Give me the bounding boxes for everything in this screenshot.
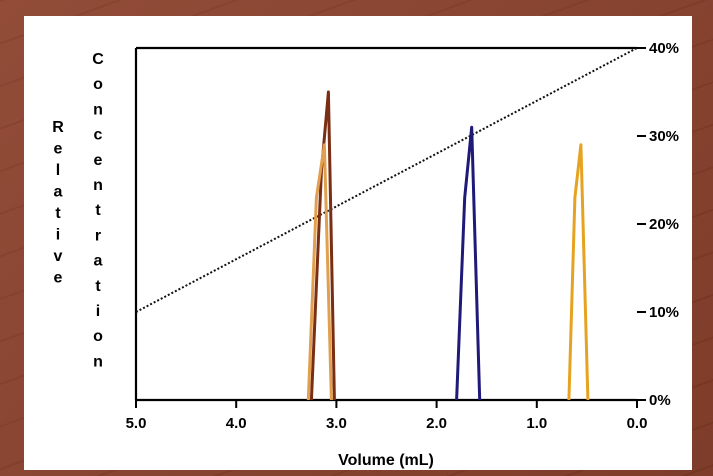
relative-letter: t: [55, 205, 61, 222]
relative-letter: v: [54, 248, 63, 265]
concentration-letter: o: [93, 76, 103, 93]
concentration-letter: n: [93, 101, 103, 118]
peak-series-3: [455, 125, 482, 401]
x-tick-label: 4.0: [226, 415, 247, 432]
peak-series-1: [309, 90, 336, 401]
y-tick-label: 0%: [649, 392, 671, 409]
relative-letter: a: [54, 184, 63, 201]
x-axis-ticks: 5.0 4.0 3.0 2.0 1.0 0.0: [126, 400, 648, 432]
concentration-letter: o: [93, 328, 103, 345]
y-tick-label: 10%: [649, 304, 679, 321]
relative-letter: l: [56, 162, 60, 179]
relative-letter: i: [56, 227, 60, 244]
y-tick-label: 30%: [649, 128, 679, 145]
y-tick-label: 40%: [649, 40, 679, 57]
y-right-axis-ticks: 0% 10% 20% 30% 40%: [637, 40, 679, 409]
relative-letter: R: [52, 119, 64, 136]
y-tick-label: 20%: [649, 216, 679, 233]
concentration-letter: n: [93, 177, 103, 194]
concentration-letter: r: [95, 227, 101, 244]
x-tick-label: 2.0: [426, 415, 447, 432]
peaks-group: [306, 90, 590, 401]
concentration-letter: i: [96, 303, 100, 320]
peak-series-4: [567, 143, 590, 401]
concentration-letter: t: [95, 278, 101, 295]
concentration-letter: C: [92, 51, 104, 68]
peak-series-2: [306, 143, 333, 401]
concentration-letter: e: [94, 152, 103, 169]
x-tick-label: 5.0: [126, 415, 147, 432]
x-tick-label: 1.0: [526, 415, 547, 432]
concentration-letter: t: [95, 202, 101, 219]
x-axis-title: Volume (mL): [338, 452, 434, 469]
concentration-letter: c: [94, 127, 103, 144]
x-tick-label: 3.0: [326, 415, 347, 432]
x-tick-label: 0.0: [627, 415, 648, 432]
concentration-letter: a: [94, 253, 103, 270]
concentration-letter: n: [93, 353, 103, 370]
relative-letter: e: [54, 270, 63, 287]
chart-panel: [24, 16, 692, 470]
relative-letter: e: [54, 141, 63, 158]
